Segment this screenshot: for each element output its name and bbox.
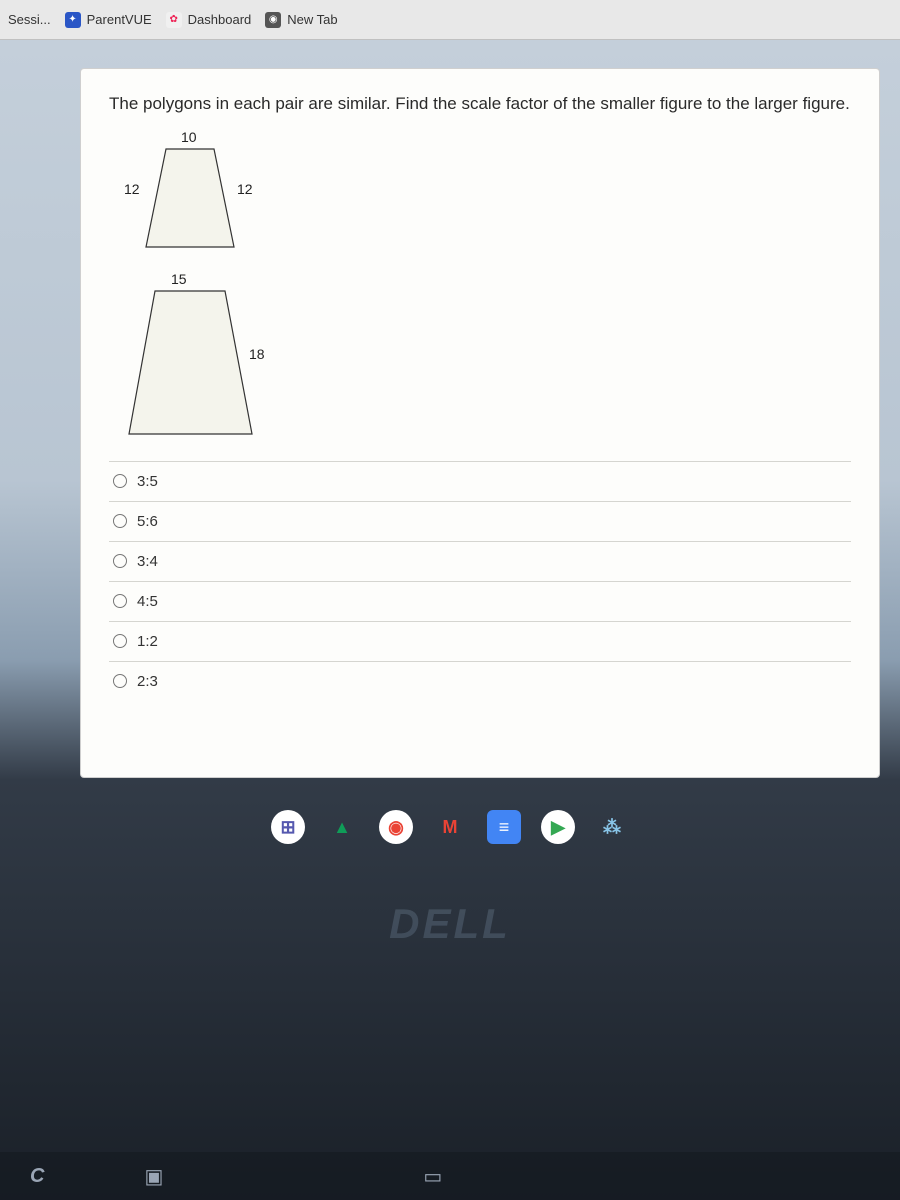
- answer-option[interactable]: 3:4: [109, 542, 851, 582]
- answer-label: 1:2: [137, 633, 158, 650]
- answer-list: 3:5 5:6 3:4 4:5 1:2 2:3: [109, 461, 851, 701]
- bookmark-sessi[interactable]: Sessi...: [8, 12, 51, 27]
- gmail-icon[interactable]: M: [433, 810, 467, 844]
- bookmark-label: ParentVUE: [87, 12, 152, 27]
- bookmark-icon: ◉: [265, 12, 281, 28]
- bookmark-icon: ✦: [65, 12, 81, 28]
- rect-icon[interactable]: ▭: [423, 1164, 442, 1189]
- radio-icon: [113, 674, 127, 688]
- drive-icon[interactable]: ▲: [325, 810, 359, 844]
- answer-label: 5:6: [137, 513, 158, 530]
- fig2-top-label: 15: [171, 271, 187, 287]
- figure1-trapezoid: [144, 147, 254, 257]
- figures-area: 10 12 12 15 18: [109, 131, 851, 451]
- answer-option[interactable]: 3:5: [109, 462, 851, 502]
- bookmark-dashboard[interactable]: ✿ Dashboard: [166, 12, 252, 28]
- answer-label: 2:3: [137, 673, 158, 690]
- radio-icon: [113, 514, 127, 528]
- window-icon[interactable]: ▣: [144, 1164, 163, 1189]
- answer-label: 4:5: [137, 593, 158, 610]
- answer-label: 3:4: [137, 553, 158, 570]
- radio-icon: [113, 594, 127, 608]
- bookmark-newtab[interactable]: ◉ New Tab: [265, 12, 337, 28]
- answer-option[interactable]: 5:6: [109, 502, 851, 542]
- bookmark-icon: ✿: [166, 12, 182, 28]
- chrome-shelf: ⊞ ▲ ◉ M ≡ ▶ ⁂: [0, 800, 900, 854]
- radio-icon: [113, 554, 127, 568]
- fig1-top-label: 10: [181, 129, 197, 145]
- figure2-trapezoid: [127, 289, 277, 444]
- bookmark-parentvue[interactable]: ✦ ParentVUE: [65, 12, 152, 28]
- bookmark-label: New Tab: [287, 12, 337, 27]
- taskbar: C ▣ ▭: [0, 1152, 900, 1200]
- bookmark-label: Sessi...: [8, 12, 51, 27]
- canvas-icon[interactable]: ⁂: [595, 810, 629, 844]
- question-text: The polygons in each pair are similar. F…: [109, 91, 851, 117]
- docs-icon[interactable]: ≡: [487, 810, 521, 844]
- fig1-left-label: 12: [124, 181, 140, 197]
- play-icon[interactable]: ▶: [541, 810, 575, 844]
- answer-option[interactable]: 2:3: [109, 662, 851, 701]
- bookmark-label: Dashboard: [188, 12, 252, 27]
- question-card: The polygons in each pair are similar. F…: [80, 68, 880, 778]
- refresh-icon[interactable]: C: [30, 1165, 44, 1188]
- dell-logo: DELL: [0, 900, 900, 948]
- radio-icon: [113, 634, 127, 648]
- answer-option[interactable]: 1:2: [109, 622, 851, 662]
- chrome-icon[interactable]: ◉: [379, 810, 413, 844]
- radio-icon: [113, 474, 127, 488]
- answer-option[interactable]: 4:5: [109, 582, 851, 622]
- bookmarks-bar: Sessi... ✦ ParentVUE ✿ Dashboard ◉ New T…: [0, 0, 900, 40]
- answer-label: 3:5: [137, 473, 158, 490]
- teams-icon[interactable]: ⊞: [271, 810, 305, 844]
